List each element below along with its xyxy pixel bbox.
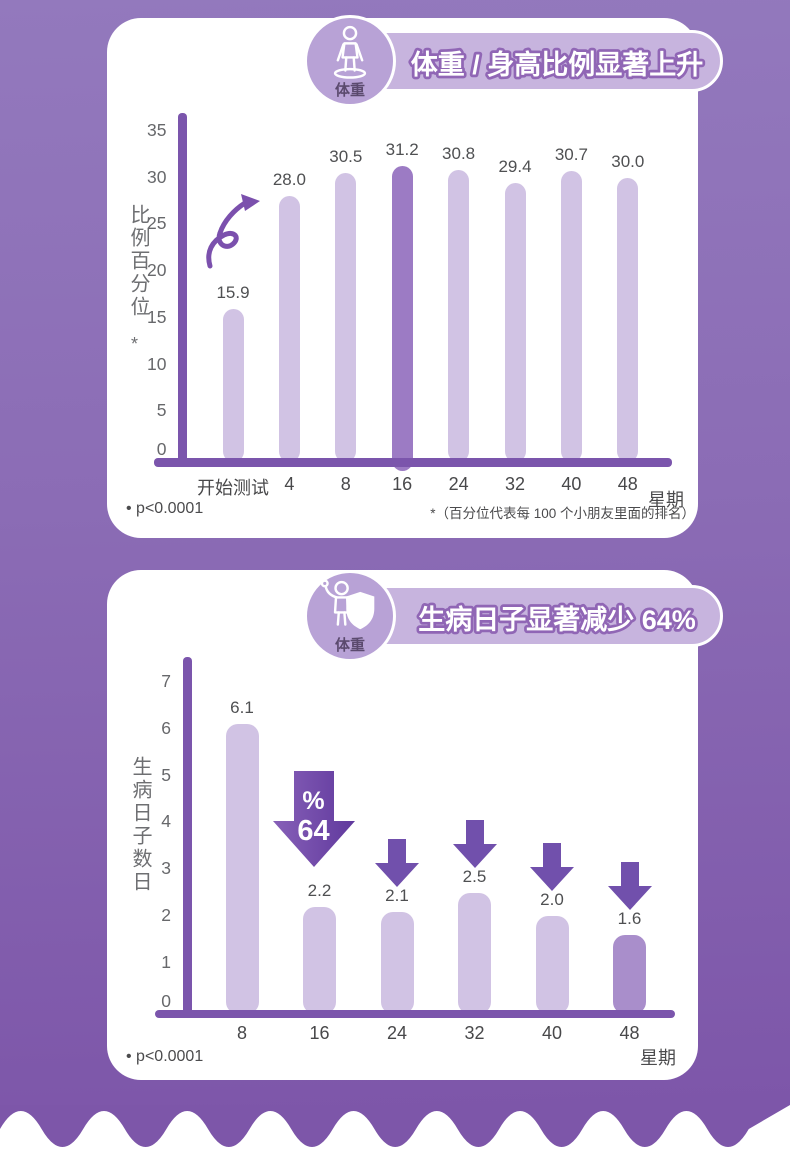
y-tick-label: 4 xyxy=(161,811,171,832)
bar xyxy=(222,309,244,462)
section1-icon-label: 体重 xyxy=(334,82,365,99)
section1-title: 体重 / 身高比例显著上升 xyxy=(411,49,704,80)
section1-title-art: 体重 / 身高比例显著上升 xyxy=(408,46,706,83)
section1-y-axis-title: 比例百分位 xyxy=(127,204,149,319)
bar xyxy=(617,177,639,462)
bar xyxy=(303,906,336,1014)
bar xyxy=(225,723,259,1014)
bar-value-label: 30.7 xyxy=(554,144,588,164)
bar-value-label: 30.0 xyxy=(611,151,645,171)
x-tick-label: 48 xyxy=(619,1023,640,1043)
x-tick-label: 40 xyxy=(561,474,582,494)
x-tick-label: 32 xyxy=(504,474,526,494)
x-tick-label: 24 xyxy=(448,474,469,494)
bar-value-label: 2.1 xyxy=(385,885,409,905)
y-tick-label: 25 xyxy=(147,213,167,234)
bar-value-label: 1.6 xyxy=(617,908,642,928)
bar xyxy=(560,170,582,462)
x-tick-label: 16 xyxy=(309,1023,330,1043)
section2-pvalue-note: • p<0.0001 xyxy=(126,1048,204,1065)
bar xyxy=(613,934,646,1014)
section1-percentile-note: *（百分位代表每 100 个小朋友里面的排名） xyxy=(430,506,695,521)
y-tick-label: 35 xyxy=(147,119,167,140)
x-tick-label: 24 xyxy=(386,1023,408,1043)
x-axis-line xyxy=(155,1010,675,1018)
bar xyxy=(391,166,413,471)
x-tick-label: 40 xyxy=(541,1023,563,1043)
bar-value-label: 2.5 xyxy=(462,866,487,886)
bar-value-label: 6.1 xyxy=(230,697,254,717)
bar xyxy=(535,916,569,1014)
decrease-arrow-small-icon xyxy=(530,843,574,892)
x-tick-label: 32 xyxy=(464,1023,485,1043)
bar xyxy=(458,892,491,1014)
bar-value-label: 30.5 xyxy=(329,146,363,166)
bar-value-label: 30.8 xyxy=(442,144,476,164)
section2-title: 生病日子显著减少 64% xyxy=(418,605,696,635)
section2-title-art: 生病日子显著减少 64% xyxy=(415,602,698,638)
section2-y-axis-title: 生病日子数日 xyxy=(129,756,151,894)
y-tick-label: 30 xyxy=(147,166,167,187)
decrease-percent-value: 64 xyxy=(297,814,330,847)
y-tick-label: 0 xyxy=(156,439,167,459)
x-tick-label: 8 xyxy=(340,474,351,494)
increase-doodle-arrow-icon xyxy=(206,194,260,269)
bar xyxy=(448,170,470,462)
weight-scale-person-icon xyxy=(333,25,367,79)
y-tick-label: 6 xyxy=(161,717,171,738)
bar-value-label: 28.0 xyxy=(272,170,306,190)
bar-value-label: 29.4 xyxy=(498,157,532,177)
section2-x-axis-unit: 星期 xyxy=(640,1048,676,1068)
y-tick-label: 2 xyxy=(161,905,171,926)
bar-value-label: 2.0 xyxy=(540,890,564,910)
y-tick-label: 5 xyxy=(156,400,167,421)
bar-value-label: 15.9 xyxy=(216,283,250,303)
section1-pvalue-note: • p<0.0001 xyxy=(126,500,204,517)
decrease-arrow-small-icon xyxy=(452,819,497,868)
bar-value-label: 31.2 xyxy=(385,140,419,160)
x-tick-label: 16 xyxy=(392,474,413,494)
shield-person-icon xyxy=(320,579,375,630)
y-tick-label: 0 xyxy=(161,991,171,1011)
bar xyxy=(380,911,414,1014)
decrease-percent-sign: % xyxy=(302,786,325,815)
x-tick-label: 4 xyxy=(284,474,295,494)
y-axis-line xyxy=(182,657,192,1018)
x-tick-label: 48 xyxy=(617,474,638,494)
y-tick-label: 7 xyxy=(161,670,171,691)
section1-icon-badge: 体重 xyxy=(304,15,396,107)
bar xyxy=(504,183,526,462)
section1-y-axis-footnote-star: * xyxy=(131,334,139,354)
bar-value-label: 2.2 xyxy=(307,880,332,900)
y-tick-label: 3 xyxy=(161,858,171,879)
bar xyxy=(278,196,300,462)
bar xyxy=(335,172,357,462)
y-tick-label: 10 xyxy=(147,353,167,374)
y-axis-line xyxy=(178,113,187,467)
x-tick-label: 开始测试 xyxy=(197,478,269,498)
y-tick-label: 5 xyxy=(161,764,171,785)
y-tick-label: 15 xyxy=(147,306,167,327)
decrease-arrow-large-icon xyxy=(272,770,355,867)
section1-x-axis-unit: 星期 xyxy=(648,490,684,510)
decrease-arrow-small-icon xyxy=(375,838,419,887)
section2-icon-badge: 体重 xyxy=(304,570,396,662)
x-tick-label: 8 xyxy=(236,1023,247,1043)
section2-title-banner xyxy=(350,585,723,647)
bottom-wave-decoration xyxy=(0,1105,790,1147)
y-tick-label: 20 xyxy=(147,260,167,280)
section2-icon-label: 体重 xyxy=(334,637,365,654)
x-axis-line xyxy=(154,458,672,467)
decrease-arrow-small-icon xyxy=(607,861,652,910)
y-tick-label: 1 xyxy=(161,952,171,973)
